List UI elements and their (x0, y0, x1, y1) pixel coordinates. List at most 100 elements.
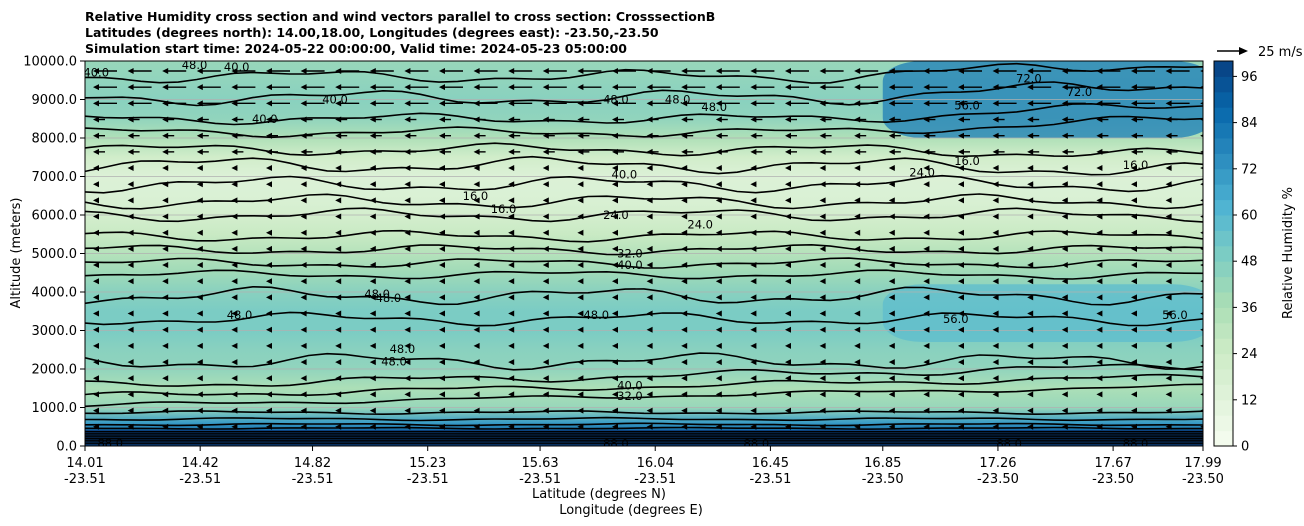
wind-vector (750, 262, 757, 269)
wind-vector (715, 391, 722, 398)
wind-vector (231, 278, 238, 285)
wind-vector (992, 181, 999, 188)
wind-vector (715, 342, 722, 349)
y-tick-label: 1000.0 (32, 401, 78, 416)
x-tick-label-lon: -23.51 (749, 472, 791, 487)
wind-vector (335, 116, 348, 123)
wind-vector (473, 310, 480, 317)
wind-vector (473, 132, 486, 139)
x-tick-label-lon: -23.51 (64, 472, 106, 487)
colorbar-tick-label: 72 (1241, 162, 1258, 177)
wind-vector (785, 262, 791, 269)
wind-vector (473, 407, 480, 414)
contour-line (85, 174, 1203, 194)
wind-vector (300, 342, 307, 349)
contour-label: 40.0 (617, 379, 643, 393)
wind-vector (785, 84, 809, 91)
wind-vector (612, 197, 618, 204)
wind-vector (577, 84, 602, 91)
wind-vector (266, 262, 272, 269)
wind-vector (646, 181, 653, 188)
wind-vector (577, 391, 584, 398)
wind-vector (923, 197, 930, 204)
wind-vector (785, 197, 791, 204)
wind-vector (127, 84, 152, 91)
wind-vector (681, 229, 688, 236)
wind-vector (369, 213, 376, 220)
wind-vector (196, 407, 203, 414)
wind-vector (923, 116, 936, 123)
wind-vector (577, 375, 584, 382)
wind-vector (473, 359, 480, 366)
contour-line (85, 285, 1203, 306)
wind-vector (231, 326, 238, 333)
wind-vector (577, 278, 584, 285)
wind-vector (1061, 342, 1068, 349)
wind-vector (612, 407, 618, 414)
wind-vector (1165, 229, 1172, 236)
contour-label: 16.0 (491, 202, 517, 216)
wind-vector (542, 148, 555, 155)
x-tick-label-lat: 15.63 (521, 456, 558, 471)
wind-vector (473, 423, 480, 430)
colorbar-tick-label: 36 (1241, 301, 1258, 316)
wind-vector (231, 294, 238, 301)
wind-vector (1200, 69, 1203, 73)
wind-vector (1165, 116, 1178, 123)
x-tick-label-lon: -23.51 (634, 472, 676, 487)
contour-label: 24.0 (687, 218, 713, 232)
contour-label: 32.0 (617, 389, 643, 403)
wind-vector (369, 245, 376, 252)
wind-vector (819, 326, 826, 333)
wind-vector (785, 132, 797, 139)
wind-vector (93, 278, 99, 285)
wind-vector (1131, 342, 1137, 349)
wind-vector (646, 359, 653, 366)
wind-vector (439, 278, 445, 285)
wind-vector (335, 262, 342, 269)
wind-vector (577, 132, 590, 139)
wind-vector (1200, 247, 1203, 251)
wind-vector (958, 84, 982, 91)
wind-vector (1096, 245, 1103, 252)
wind-vector (542, 423, 549, 430)
chart-title-line-2: Latitudes (degrees north): 14.00,18.00, … (85, 25, 659, 40)
wind-vector (750, 326, 757, 333)
wind-vector (369, 84, 394, 91)
wind-vector (93, 359, 99, 366)
wind-vector (1027, 213, 1034, 220)
wind-vector (542, 181, 549, 188)
wind-vector (612, 375, 618, 382)
wind-vector (542, 165, 549, 172)
wind-vector (750, 229, 757, 236)
wind-vector (404, 100, 429, 107)
wind-vector (1200, 198, 1203, 202)
wind-vector (508, 229, 515, 236)
wind-vector (508, 262, 515, 269)
wind-vector (923, 100, 948, 107)
wind-vector (715, 245, 722, 252)
wind-vector (266, 197, 272, 204)
wind-vector (750, 391, 757, 398)
wind-vector (785, 326, 791, 333)
wind-vector (785, 375, 791, 382)
wind-vector (577, 116, 590, 123)
wind-vector (1165, 294, 1172, 301)
wind-vector (439, 165, 445, 172)
wind-vector (127, 391, 134, 398)
x-tick-label-lat: 17.26 (979, 456, 1016, 471)
wind-vector (577, 165, 584, 172)
wind-vector (1165, 68, 1190, 75)
wind-vector (369, 375, 376, 382)
contour-line (85, 422, 1203, 427)
wind-vector (162, 342, 169, 349)
wind-vector (266, 278, 272, 285)
wind-vector (473, 197, 480, 204)
wind-vector (439, 310, 445, 317)
wind-vector (542, 84, 567, 91)
wind-vector (1061, 278, 1068, 285)
wind-vector (404, 262, 411, 269)
wind-vector (196, 68, 221, 75)
wind-vector (854, 165, 861, 172)
wind-vector (127, 326, 134, 333)
